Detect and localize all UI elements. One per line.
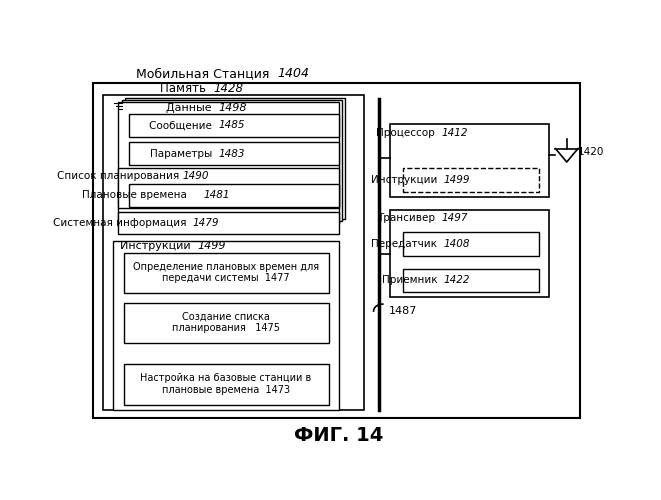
FancyBboxPatch shape bbox=[118, 212, 338, 234]
FancyBboxPatch shape bbox=[403, 268, 539, 292]
Text: 1479: 1479 bbox=[193, 218, 219, 228]
Text: Создание списка
планирования   1475: Создание списка планирования 1475 bbox=[172, 312, 280, 334]
Text: 1487: 1487 bbox=[389, 306, 417, 316]
Text: 1483: 1483 bbox=[218, 149, 245, 159]
Text: 1412: 1412 bbox=[442, 128, 468, 138]
Text: Определение плановых времен для
передачи системы  1477: Определение плановых времен для передачи… bbox=[133, 262, 319, 283]
Text: 1420: 1420 bbox=[578, 148, 604, 158]
Text: 1422: 1422 bbox=[444, 275, 470, 285]
FancyBboxPatch shape bbox=[118, 168, 338, 208]
Text: Мобильная Станция: Мобильная Станция bbox=[136, 67, 278, 80]
Text: Инструкции: Инструкции bbox=[120, 240, 198, 250]
Text: Передатчик: Передатчик bbox=[371, 239, 444, 249]
FancyBboxPatch shape bbox=[122, 100, 342, 222]
Text: Настройка на базовые станции в
плановые времена  1473: Настройка на базовые станции в плановые … bbox=[140, 374, 312, 395]
FancyBboxPatch shape bbox=[125, 98, 345, 219]
FancyBboxPatch shape bbox=[118, 102, 338, 224]
FancyBboxPatch shape bbox=[93, 83, 580, 418]
FancyBboxPatch shape bbox=[114, 241, 338, 410]
Text: Инструкции: Инструкции bbox=[371, 174, 444, 184]
FancyBboxPatch shape bbox=[124, 364, 329, 405]
FancyBboxPatch shape bbox=[403, 232, 539, 256]
Text: Данные: Данные bbox=[166, 103, 218, 113]
FancyBboxPatch shape bbox=[129, 142, 338, 166]
Text: 1498: 1498 bbox=[218, 103, 247, 113]
Text: 1481: 1481 bbox=[203, 190, 229, 200]
Text: 1485: 1485 bbox=[218, 120, 245, 130]
Text: 1499: 1499 bbox=[198, 240, 226, 250]
Text: Плановые времена: Плановые времена bbox=[82, 190, 203, 200]
Text: Системная информация: Системная информация bbox=[53, 218, 193, 228]
Text: Сообщение: Сообщение bbox=[149, 120, 218, 130]
FancyBboxPatch shape bbox=[124, 252, 329, 293]
FancyBboxPatch shape bbox=[129, 114, 338, 137]
FancyBboxPatch shape bbox=[103, 94, 364, 410]
Text: ФИГ. 14: ФИГ. 14 bbox=[294, 426, 383, 445]
Text: Трансивер: Трансивер bbox=[377, 213, 442, 223]
Text: 1497: 1497 bbox=[442, 213, 468, 223]
Text: Параметры: Параметры bbox=[149, 149, 218, 159]
Text: 1408: 1408 bbox=[444, 239, 470, 249]
Text: 1428: 1428 bbox=[214, 82, 243, 96]
FancyBboxPatch shape bbox=[403, 168, 539, 192]
Text: Приемник: Приемник bbox=[381, 275, 444, 285]
FancyBboxPatch shape bbox=[124, 302, 329, 343]
Text: 1499: 1499 bbox=[444, 174, 470, 184]
FancyBboxPatch shape bbox=[390, 124, 549, 196]
Text: Список планирования: Список планирования bbox=[57, 172, 182, 181]
Text: 1490: 1490 bbox=[182, 172, 209, 181]
Text: 1404: 1404 bbox=[278, 67, 309, 80]
Text: Память: Память bbox=[160, 82, 214, 96]
FancyBboxPatch shape bbox=[390, 210, 549, 297]
Text: Процессор: Процессор bbox=[376, 128, 442, 138]
FancyBboxPatch shape bbox=[129, 184, 338, 206]
